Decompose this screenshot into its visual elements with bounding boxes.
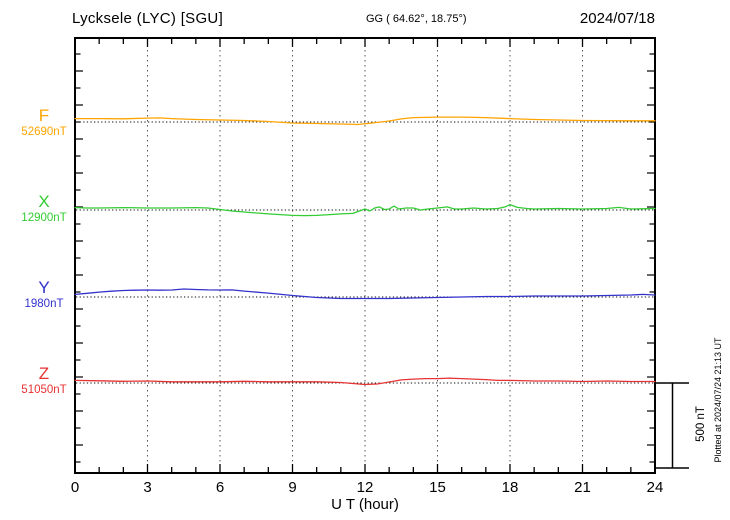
x-tick-label-9: 9 <box>288 479 297 496</box>
x-axis-title: U T (hour) <box>331 496 399 513</box>
series-baseline-Y: 1980nT <box>24 298 64 310</box>
series-baseline-F: 52690nT <box>21 126 67 138</box>
x-tick-label-6: 6 <box>215 479 225 496</box>
station-title: Lycksele (LYC) [SGU] <box>72 10 224 27</box>
x-tick-label-3: 3 <box>143 479 152 496</box>
trace-F <box>74 116 656 126</box>
series-baseline-X: 12900nT <box>21 212 67 224</box>
trace-Y <box>74 288 656 300</box>
series-letter-Y: Y <box>38 278 50 297</box>
trace-X <box>74 203 656 217</box>
series-letter-Z: Z <box>38 364 50 383</box>
series-label-group-X: X 12900nT <box>6 193 82 226</box>
series-letter-X: X <box>38 192 50 211</box>
x-tick-label-0: 0 <box>70 479 80 496</box>
plot-frame <box>74 37 656 474</box>
series-baseline-Z: 51050nT <box>21 384 67 396</box>
x-tick-label-18: 18 <box>501 479 519 496</box>
scale-bar-label: 500 nT <box>695 406 707 442</box>
x-tick-label-24: 24 <box>646 479 664 496</box>
series-letter-F: F <box>38 106 50 125</box>
x-tick-label-21: 21 <box>574 479 591 496</box>
plotted-timestamp: Plotted at 2024/07/24 21:13 UT <box>713 337 723 463</box>
x-tick-label-12: 12 <box>356 479 374 496</box>
series-label-group-Y: Y 1980nT <box>6 279 82 312</box>
plot-date: 2024/07/18 <box>579 10 655 27</box>
series-label-group-Z: Z 51050nT <box>6 365 82 398</box>
x-tick-label-15: 15 <box>429 479 446 496</box>
trace-Z <box>74 377 656 386</box>
series-label-group-F: F 52690nT <box>6 107 82 140</box>
geographic-coords: GG ( 64.62°, 18.75°) <box>366 13 467 25</box>
